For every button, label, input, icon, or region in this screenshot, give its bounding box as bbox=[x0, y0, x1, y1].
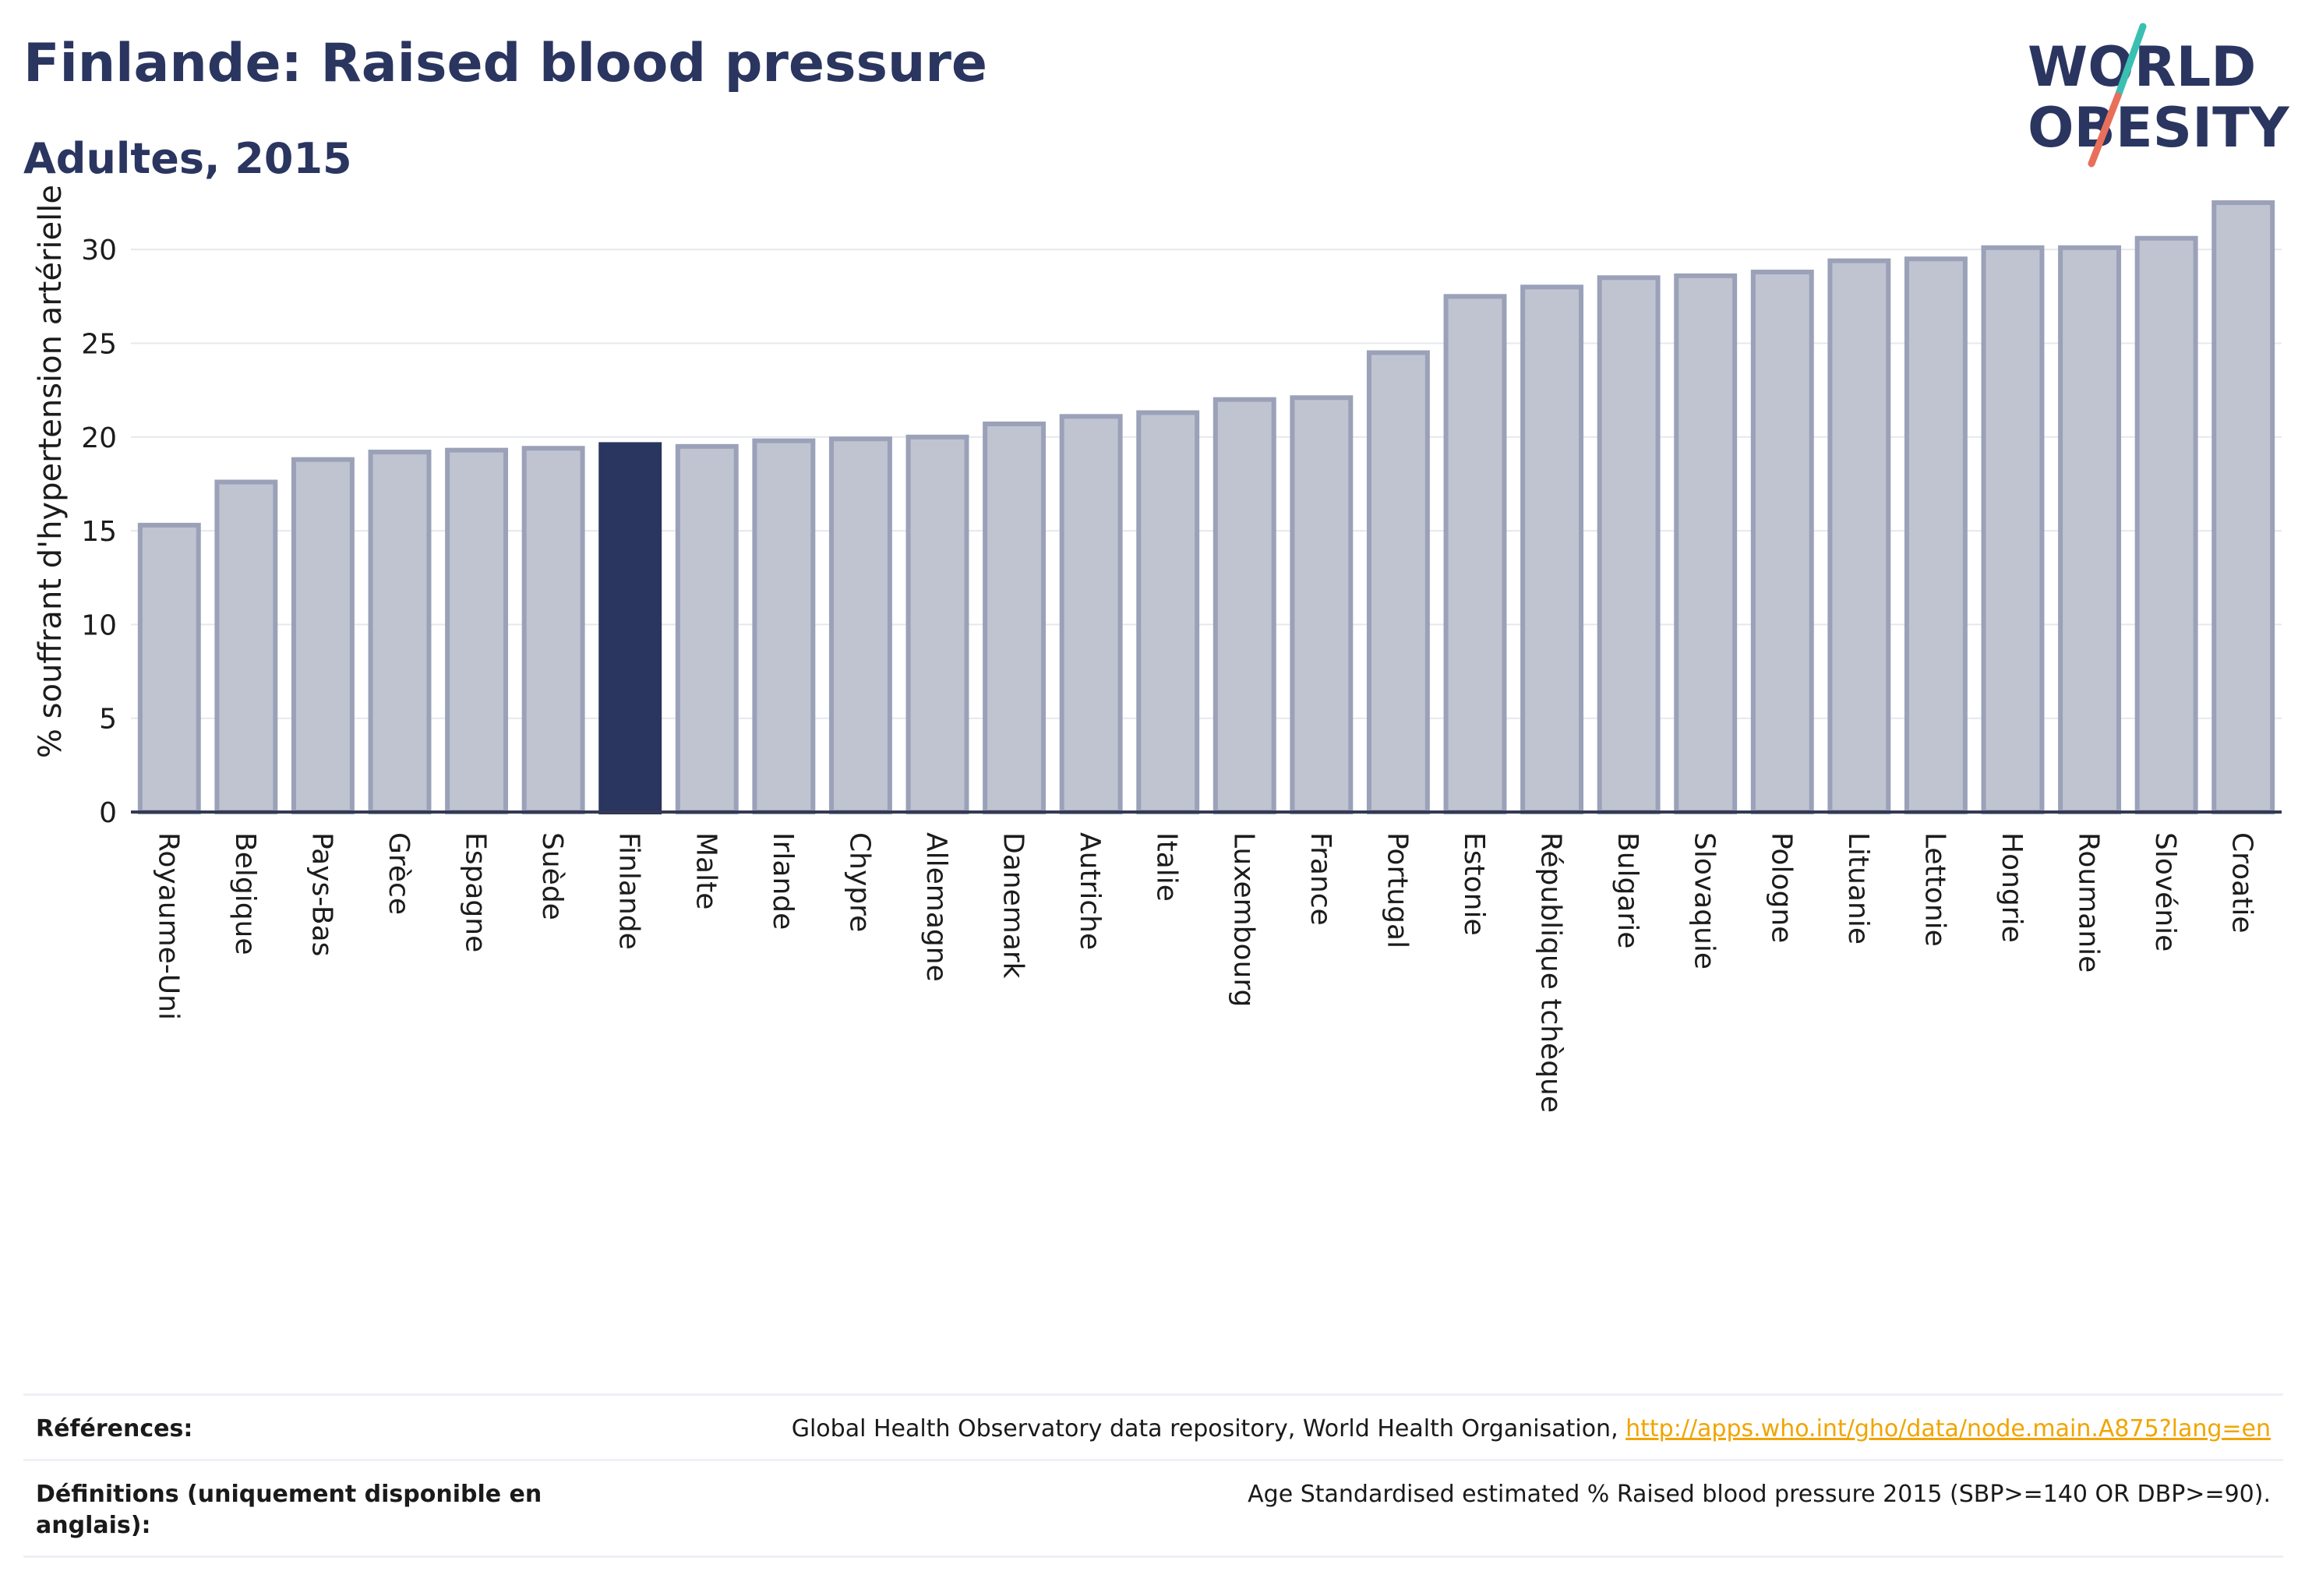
bar-pays-bas[interactable] bbox=[291, 457, 355, 814]
y-tick-label: 10 bbox=[81, 609, 117, 641]
y-tick-label: 15 bbox=[81, 516, 117, 548]
bar-allemagne[interactable] bbox=[905, 434, 969, 815]
bar-croatie[interactable] bbox=[2211, 200, 2275, 815]
bar-lettonie[interactable] bbox=[1904, 256, 1968, 815]
bar-espagne[interactable] bbox=[445, 447, 509, 814]
x-tick-label: Roumanie bbox=[2073, 832, 2105, 973]
bar-pologne[interactable] bbox=[1750, 270, 1814, 814]
footer-divider-top bbox=[23, 1393, 2283, 1396]
references-link[interactable]: http://apps.who.int/gho/data/node.main.A… bbox=[1626, 1415, 2271, 1442]
world-obesity-logo: WORLD OBESITY bbox=[2028, 23, 2290, 168]
x-tick-label: Portugal bbox=[1381, 832, 1413, 948]
x-tick-label: Belgique bbox=[229, 832, 261, 955]
bar-slovaquie[interactable] bbox=[1674, 273, 1738, 815]
x-tick-label: Royaume-Uni bbox=[152, 832, 184, 1020]
y-axis-ticks: 0 5 10 15 20 25 30 bbox=[81, 235, 117, 829]
y-tick-label: 5 bbox=[99, 704, 117, 736]
bar-luxembourg[interactable] bbox=[1213, 397, 1276, 814]
references-value: Global Health Observatory data repositor… bbox=[792, 1414, 2271, 1445]
x-tick-label: Suède bbox=[536, 832, 568, 920]
logo-word-world: WORLD bbox=[2028, 35, 2256, 99]
x-tick-label: Danemark bbox=[997, 832, 1029, 979]
bar-belgique[interactable] bbox=[214, 479, 278, 814]
chart-bars bbox=[137, 200, 2275, 815]
logo-slash-bottom bbox=[2088, 92, 2122, 168]
x-tick-label: Hongrie bbox=[1996, 832, 2028, 943]
bar-grèce[interactable] bbox=[368, 450, 432, 814]
x-tick-label: Slovaquie bbox=[1689, 832, 1721, 969]
bar-royaume-uni[interactable] bbox=[137, 522, 201, 814]
x-tick-label: Italie bbox=[1151, 832, 1183, 902]
x-tick-label: Pologne bbox=[1765, 832, 1797, 943]
bar-chypre[interactable] bbox=[828, 436, 892, 815]
x-tick-label: Bulgarie bbox=[1611, 832, 1643, 948]
x-tick-label: Lettonie bbox=[1918, 832, 1950, 947]
x-tick-label: Lituanie bbox=[1842, 832, 1874, 945]
bar-irlande[interactable] bbox=[752, 438, 816, 814]
x-tick-label: Finlande bbox=[613, 832, 645, 950]
logo-word-obesity: OBESITY bbox=[2028, 96, 2290, 160]
x-tick-label: Pays-Bas bbox=[305, 832, 337, 956]
y-tick-label: 0 bbox=[99, 797, 117, 829]
x-tick-label: France bbox=[1304, 832, 1336, 926]
x-tick-label: Estonie bbox=[1458, 832, 1490, 936]
bar-suède[interactable] bbox=[521, 446, 585, 814]
bar-autriche[interactable] bbox=[1059, 414, 1123, 815]
x-tick-label: Irlande bbox=[767, 832, 799, 930]
footer-divider-bottom bbox=[23, 1555, 2283, 1558]
bar-chart: 0 5 10 15 20 25 30 Royaume-Uni Belgique Pays-Bas… bbox=[33, 185, 2282, 1113]
x-tick-label: Malte bbox=[690, 832, 722, 909]
logo-slash-top bbox=[2114, 23, 2147, 100]
x-tick-label: Chypre bbox=[843, 832, 875, 932]
chart-subtitle: Adultes, 2015 bbox=[23, 134, 352, 183]
bar-malte[interactable] bbox=[675, 443, 739, 814]
bar-hongrie[interactable] bbox=[1981, 245, 2045, 814]
x-tick-label: Grèce bbox=[383, 832, 415, 915]
y-tick-label: 30 bbox=[81, 235, 117, 267]
x-tick-label: République tchèque bbox=[1535, 832, 1567, 1113]
bar-danemark[interactable] bbox=[983, 421, 1047, 814]
bar-république-tchèque[interactable] bbox=[1520, 284, 1584, 814]
footer-divider-middle bbox=[23, 1459, 2283, 1461]
bar-italie[interactable] bbox=[1136, 410, 1200, 814]
x-axis-ticks: Royaume-Uni Belgique Pays-Bas Grèce Espagne S… bbox=[152, 832, 2257, 1113]
x-tick-label: Espagne bbox=[460, 832, 492, 952]
chart-title: Finlande: Raised blood pressure bbox=[23, 33, 988, 94]
definitions-text: Age Standardised estimated % Raised bloo… bbox=[1248, 1481, 2271, 1508]
x-tick-label: Autriche bbox=[1074, 832, 1106, 950]
bar-bulgarie[interactable] bbox=[1597, 275, 1661, 815]
bar-lituanie[interactable] bbox=[1827, 258, 1891, 815]
bar-roumanie[interactable] bbox=[2058, 245, 2122, 814]
x-tick-label: Luxembourg bbox=[1227, 832, 1259, 1007]
bar-slovénie[interactable] bbox=[2134, 235, 2198, 814]
bar-france[interactable] bbox=[1290, 395, 1354, 814]
bar-estonie[interactable] bbox=[1443, 294, 1507, 815]
bar-portugal[interactable] bbox=[1366, 350, 1430, 814]
bar-finlande[interactable] bbox=[598, 442, 662, 814]
x-tick-label: Allemagne bbox=[920, 832, 952, 982]
y-tick-label: 25 bbox=[81, 328, 117, 360]
y-tick-label: 20 bbox=[81, 422, 117, 454]
references-label: Références: bbox=[36, 1415, 193, 1442]
definitions-label: Définitions (uniquement disponible en an… bbox=[36, 1481, 542, 1539]
x-tick-label: Croatie bbox=[2226, 832, 2258, 934]
references-text: Global Health Observatory data repositor… bbox=[791, 1415, 1626, 1442]
x-tick-label: Slovénie bbox=[2149, 832, 2181, 952]
y-axis-label: % souffrant d'hypertension artérielle bbox=[33, 185, 69, 758]
